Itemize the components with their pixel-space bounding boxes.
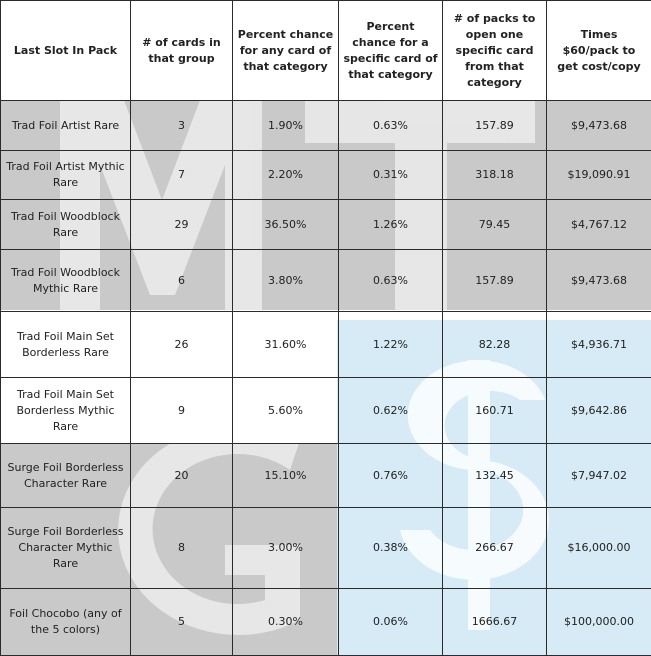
header-last-slot: Last Slot In Pack	[1, 1, 131, 101]
cell-packs-to-open: 318.18	[443, 151, 547, 200]
cell-packs-to-open: 1666.67	[443, 589, 547, 656]
cell-percent-any: 1.90%	[233, 101, 339, 151]
table-row: Trad Foil Woodblock Rare 29 36.50% 1.26%…	[1, 200, 651, 250]
cell-percent-any: 3.80%	[233, 250, 339, 312]
cell-percent-specific: 0.63%	[339, 250, 443, 312]
header-percent-any: Percent chance for any card of that cate…	[233, 1, 339, 101]
header-cost-per-copy: Times $60/pack to get cost/copy	[547, 1, 651, 101]
cell-card-count: 20	[131, 444, 233, 508]
cell-percent-any: 0.30%	[233, 589, 339, 656]
cell-card-count: 26	[131, 312, 233, 378]
table-row: Trad Foil Main Set Borderless Rare 26 31…	[1, 312, 651, 378]
cell-percent-any: 3.00%	[233, 508, 339, 589]
cell-percent-any: 31.60%	[233, 312, 339, 378]
cell-card-count: 8	[131, 508, 233, 589]
cell-slot-name: Trad Foil Artist Mythic Rare	[1, 151, 131, 200]
cell-percent-specific: 1.22%	[339, 312, 443, 378]
cell-percent-specific: 0.31%	[339, 151, 443, 200]
cell-percent-specific: 0.62%	[339, 378, 443, 444]
table-row: Trad Foil Artist Mythic Rare 7 2.20% 0.3…	[1, 151, 651, 200]
cell-packs-to-open: 82.28	[443, 312, 547, 378]
cell-percent-specific: 0.63%	[339, 101, 443, 151]
cell-cost-per-copy: $19,090.91	[547, 151, 651, 200]
cell-cost-per-copy: $9,473.68	[547, 101, 651, 151]
cell-card-count: 5	[131, 589, 233, 656]
cell-packs-to-open: 132.45	[443, 444, 547, 508]
table-row: Foil Chocobo (any of the 5 colors) 5 0.3…	[1, 589, 651, 656]
cell-percent-specific: 0.76%	[339, 444, 443, 508]
cell-slot-name: Surge Foil Borderless Character Mythic R…	[1, 508, 131, 589]
cell-packs-to-open: 266.67	[443, 508, 547, 589]
cell-slot-name: Trad Foil Main Set Borderless Mythic Rar…	[1, 378, 131, 444]
table-row: Trad Foil Woodblock Mythic Rare 6 3.80% …	[1, 250, 651, 312]
header-row: Last Slot In Pack # of cards in that gro…	[1, 1, 651, 101]
table-row: Surge Foil Borderless Character Mythic R…	[1, 508, 651, 589]
cell-percent-any: 5.60%	[233, 378, 339, 444]
cell-card-count: 6	[131, 250, 233, 312]
cell-slot-name: Trad Foil Artist Rare	[1, 101, 131, 151]
table-row: Trad Foil Main Set Borderless Mythic Rar…	[1, 378, 651, 444]
cell-packs-to-open: 157.89	[443, 101, 547, 151]
cell-slot-name: Trad Foil Woodblock Mythic Rare	[1, 250, 131, 312]
cell-slot-name: Foil Chocobo (any of the 5 colors)	[1, 589, 131, 656]
cell-cost-per-copy: $7,947.02	[547, 444, 651, 508]
cell-cost-per-copy: $16,000.00	[547, 508, 651, 589]
cell-cost-per-copy: $9,473.68	[547, 250, 651, 312]
cell-packs-to-open: 160.71	[443, 378, 547, 444]
cell-slot-name: Surge Foil Borderless Character Rare	[1, 444, 131, 508]
cell-percent-specific: 0.06%	[339, 589, 443, 656]
cell-cost-per-copy: $9,642.86	[547, 378, 651, 444]
cell-cost-per-copy: $4,767.12	[547, 200, 651, 250]
cell-packs-to-open: 79.45	[443, 200, 547, 250]
cell-cost-per-copy: $4,936.71	[547, 312, 651, 378]
cell-packs-to-open: 157.89	[443, 250, 547, 312]
header-percent-specific: Percent chance for a specific card of th…	[339, 1, 443, 101]
cell-percent-any: 2.20%	[233, 151, 339, 200]
header-cards-in-group: # of cards in that group	[131, 1, 233, 101]
cell-cost-per-copy: $100,000.00	[547, 589, 651, 656]
table-row: Trad Foil Artist Rare 3 1.90% 0.63% 157.…	[1, 101, 651, 151]
cell-card-count: 3	[131, 101, 233, 151]
cell-percent-specific: 1.26%	[339, 200, 443, 250]
table-row: Surge Foil Borderless Character Rare 20 …	[1, 444, 651, 508]
cell-card-count: 29	[131, 200, 233, 250]
header-packs-to-open: # of packs to open one specific card fro…	[443, 1, 547, 101]
cell-slot-name: Trad Foil Woodblock Rare	[1, 200, 131, 250]
cell-card-count: 7	[131, 151, 233, 200]
cell-slot-name: Trad Foil Main Set Borderless Rare	[1, 312, 131, 378]
cell-percent-any: 36.50%	[233, 200, 339, 250]
cell-card-count: 9	[131, 378, 233, 444]
cell-percent-any: 15.10%	[233, 444, 339, 508]
cell-percent-specific: 0.38%	[339, 508, 443, 589]
